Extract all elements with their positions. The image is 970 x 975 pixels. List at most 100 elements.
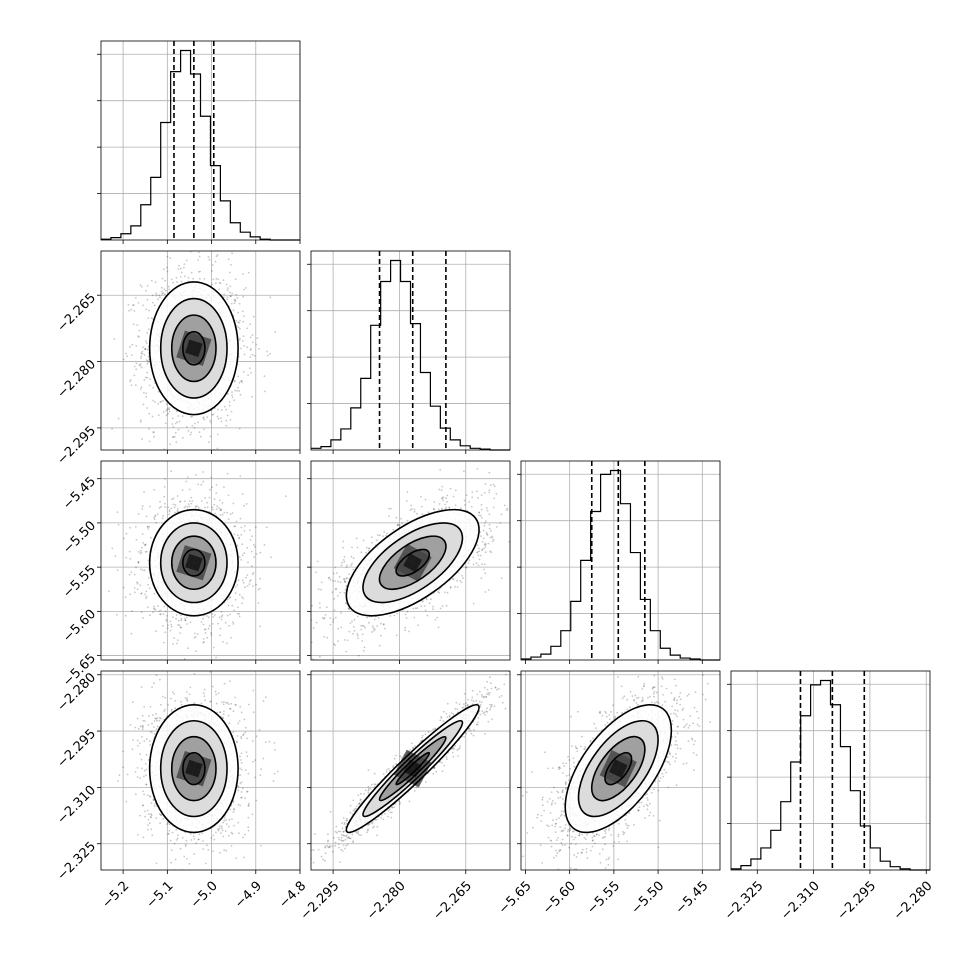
sample-point [197,484,199,486]
sample-point [237,297,239,299]
sample-point [234,299,236,301]
sample-point [223,486,225,488]
sample-point [167,627,169,629]
sample-point [269,296,271,298]
sample-point [241,602,243,604]
sample-point [364,627,366,629]
sample-point [137,335,139,337]
sample-point [420,605,422,607]
sample-point [129,593,131,595]
sample-point [244,354,246,356]
sample-point [146,332,148,334]
sample-point [441,497,443,499]
sample-point [429,602,431,604]
sample-point [202,417,204,419]
sample-point [144,544,146,546]
sample-point [172,643,174,645]
sample-point [250,579,252,581]
sample-point [152,387,154,389]
sample-point [187,647,189,649]
sample-point [203,419,205,421]
sample-point [165,619,167,621]
sample-point [226,643,228,645]
sample-point [185,506,187,508]
sample-point [255,527,257,529]
sample-point [323,636,325,638]
sample-point [204,497,206,499]
sample-point [445,497,447,499]
sample-point [156,295,158,297]
sample-point [143,379,145,381]
sample-point [407,491,409,493]
sample-point [134,592,136,594]
sample-point [239,616,241,618]
sample-point [243,371,245,373]
sample-point [353,557,355,559]
sample-point [441,508,443,510]
sample-point [208,256,210,258]
sample-point [164,293,166,295]
sample-point [239,328,241,330]
sample-point [199,256,201,258]
sample-point [172,436,174,438]
sample-point [138,302,140,304]
sample-point [351,556,353,558]
sample-point [270,556,272,558]
sample-point [237,607,239,609]
sample-point [264,391,266,393]
sample-point [228,495,230,497]
sample-point [243,335,245,337]
sample-point [441,489,443,491]
sample-point [144,569,146,571]
sample-point [215,278,217,280]
sample-point [222,514,224,516]
sample-point [478,565,480,567]
sample-point [396,517,398,519]
sample-point [169,257,171,259]
sample-point [125,353,127,355]
sample-point [150,537,152,539]
sample-point [195,650,197,652]
sample-point [149,506,151,508]
sample-point [239,338,241,340]
sample-point [293,621,295,623]
sample-point [190,503,192,505]
sample-point [388,508,390,510]
sample-point [245,287,247,289]
sample-point [331,591,333,593]
sample-point [178,415,180,417]
sample-point [215,261,217,263]
sample-point [239,556,241,558]
sample-point [111,548,113,550]
sample-point [147,299,149,301]
sample-point [232,512,234,514]
sample-point [227,473,229,475]
sample-point [175,432,177,434]
sample-point [227,296,229,298]
sample-point [295,614,297,616]
sample-point [169,411,171,413]
sample-point [229,405,231,407]
sample-point [183,267,185,269]
sample-point [184,500,186,502]
sample-point [164,486,166,488]
sample-point [487,510,489,512]
sample-point [234,300,236,302]
sample-point [174,512,176,514]
sample-point [461,575,463,577]
sample-point [478,515,480,517]
sample-point [158,391,160,393]
sample-point [242,598,244,600]
sample-point [203,624,205,626]
sample-point [481,494,483,496]
sample-point [344,561,346,563]
sample-point [357,633,359,635]
sample-point [471,496,473,498]
sample-point [425,610,427,612]
sample-point [224,406,226,408]
sample-point [152,416,154,418]
sample-point [313,627,315,629]
sample-point [157,298,159,300]
sample-point [160,610,162,612]
sample-point [336,572,338,574]
